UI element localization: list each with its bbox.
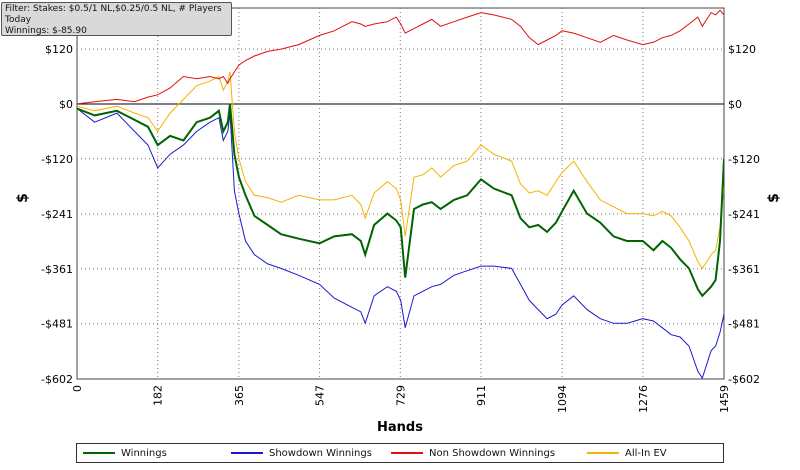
plot-area [76, 7, 725, 380]
x-tick-label: 1459 [718, 385, 731, 413]
legend-item-non-showdown: Non Showdown Winnings [385, 448, 581, 459]
legend-label-allin-ev: All-In EV [625, 447, 667, 459]
legend-item-allin-ev: All-In EV [581, 448, 721, 459]
legend-item-winnings: Winnings [77, 448, 225, 459]
x-tick-label: 1276 [637, 385, 650, 413]
x-tick-label: 1094 [556, 385, 569, 413]
filter-winnings-text: Winnings: $-85.90 [5, 26, 87, 36]
y-tick-label-left: $0 [59, 98, 73, 111]
x-tick-label: 729 [394, 385, 407, 406]
legend-swatch-non-showdown [391, 452, 423, 454]
x-tick-label: 182 [152, 385, 165, 406]
legend-label-non-showdown: Non Showdown Winnings [429, 447, 556, 459]
grid [77, 8, 724, 379]
x-tick-label: 911 [475, 385, 488, 406]
y-axis-label-left: $ [15, 193, 31, 203]
chart-legend: Winnings Showdown Winnings Non Showdown … [76, 443, 724, 463]
series-group [77, 9, 724, 379]
y-tick-label-right: -$120 [728, 153, 760, 166]
y-tick-label-right: $120 [728, 43, 756, 56]
y-tick-label-right: -$241 [728, 208, 760, 221]
legend-label-winnings: Winnings [121, 447, 167, 459]
y-tick-label-left: -$120 [41, 153, 73, 166]
x-tick-label: 547 [314, 385, 327, 406]
legend-item-showdown: Showdown Winnings [225, 448, 385, 459]
y-tick-label-right: -$602 [728, 373, 760, 386]
legend-swatch-showdown [231, 452, 263, 454]
legend-swatch-allin-ev [587, 452, 619, 454]
y-tick-label-left: $120 [45, 43, 73, 56]
filter-date-text: Today [5, 15, 32, 25]
y-tick-label-left: -$481 [41, 318, 73, 331]
series-line-showdown-winnings [77, 108, 724, 379]
y-tick-label-right: $0 [728, 98, 742, 111]
y-tick-label-right: -$361 [728, 263, 760, 276]
y-tick-label-left: -$241 [41, 208, 73, 221]
y-tick-label-left: -$602 [41, 373, 73, 386]
y-tick-label-right: -$481 [728, 318, 760, 331]
x-tick-label: 365 [233, 385, 246, 406]
y-axis-label-right: $ [766, 193, 782, 203]
legend-label-showdown: Showdown Winnings [269, 447, 372, 459]
filter-info-box: Filter: Stakes: $0.5/1 NL,$0.25/0.5 NL, … [1, 2, 232, 36]
y-tick-label-left: -$361 [41, 263, 73, 276]
x-axis-label: Hands [377, 420, 423, 435]
filter-stakes-text: Filter: Stakes: $0.5/1 NL,$0.25/0.5 NL, … [5, 4, 222, 14]
x-tick-label: 0 [71, 385, 84, 392]
legend-swatch-winnings [83, 452, 115, 454]
series-line-all-in-ev [77, 71, 724, 270]
series-line-non-showdown-winnings [77, 9, 724, 105]
series-line-winnings [77, 103, 724, 298]
tick-labels: $120 $120 $0 $0 -$120 -$120 -$241 -$241 -$361 -$3… [41, 43, 760, 413]
